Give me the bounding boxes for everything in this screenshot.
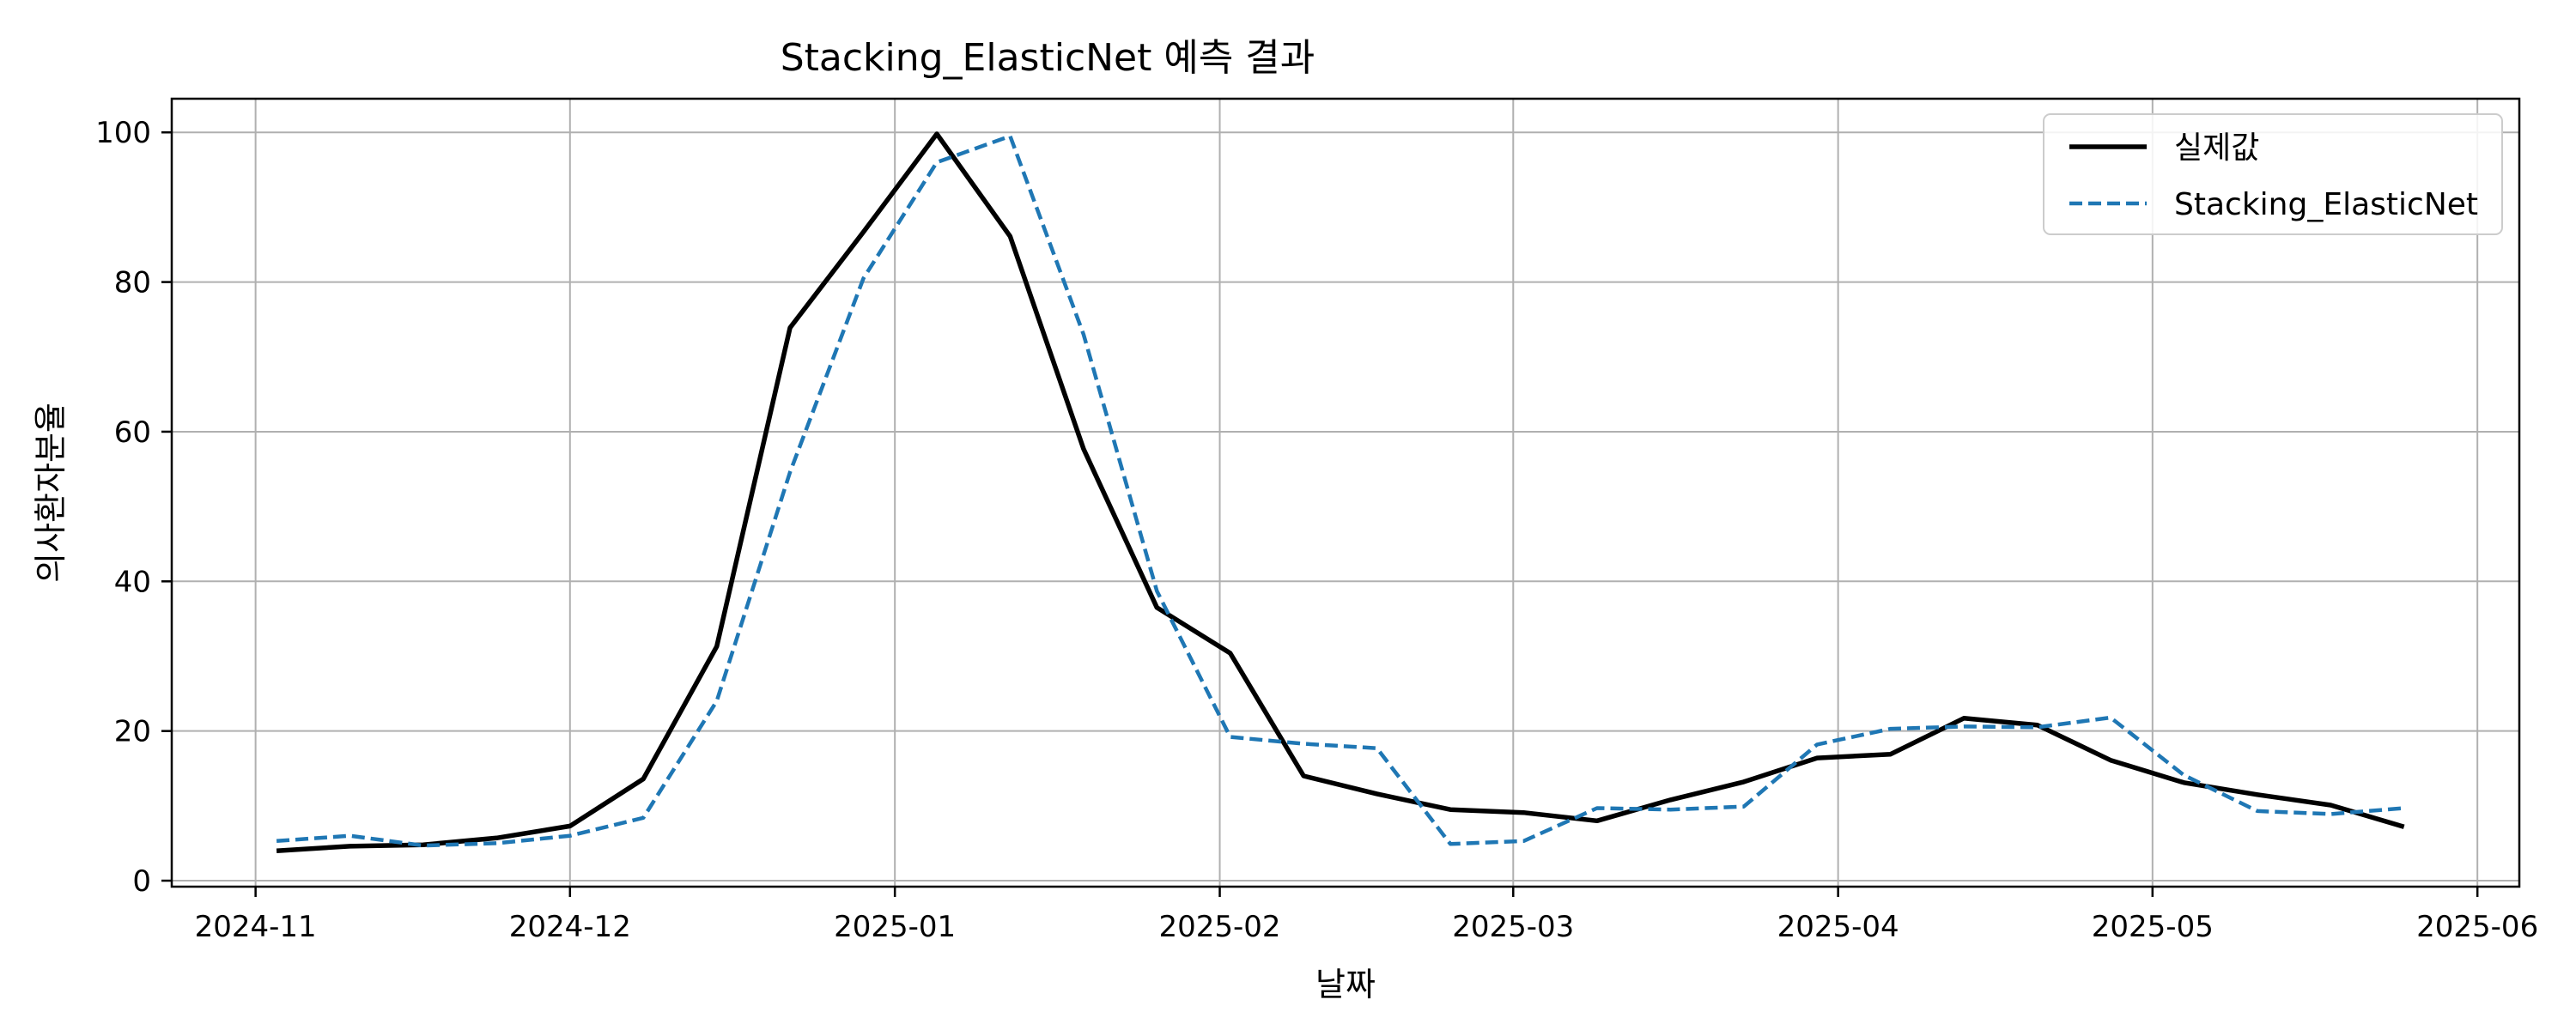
legend-box: [2043, 113, 2503, 235]
prediction-line: [276, 134, 2404, 848]
x-tick-label: 2025-03: [1452, 910, 1574, 944]
legend-label: 실제값: [2174, 130, 2259, 166]
legend-label: Stacking_ElasticNet: [2174, 187, 2478, 222]
x-tick-label: 2025-01: [834, 910, 956, 944]
x-tick-label: 2025-04: [1777, 910, 1899, 944]
y-tick-label: 60: [114, 415, 151, 450]
x-axis-label: 날짜: [1315, 966, 1376, 1003]
x-tick-label: 2024-12: [509, 910, 631, 944]
legend: 실제값 Stacking_ElasticNet: [2043, 113, 2503, 235]
y-tick-label: 0: [132, 864, 151, 899]
y-axis-label: 의사환자분율: [32, 403, 70, 583]
axis-ticks: 2024-11 2024-12 2025-01 2025-02 2025-03 2025-…: [95, 116, 2538, 944]
x-tick-label: 2025-06: [2416, 910, 2538, 944]
x-tick-label: 2025-02: [1159, 910, 1281, 944]
y-tick-label: 100: [95, 116, 151, 150]
plot-frame: [170, 97, 2521, 888]
series-lines: [276, 131, 2405, 853]
x-tick-label: 2025-05: [2092, 910, 2214, 944]
y-tick-label: 40: [114, 565, 151, 599]
y-tick-label: 80: [114, 266, 151, 300]
actual-values-line: [276, 131, 2405, 853]
y-tick-label: 20: [114, 715, 151, 749]
x-tick-label: 2024-11: [195, 910, 317, 944]
chart-title: Stacking_ElasticNet 예측 결과: [781, 36, 1315, 80]
